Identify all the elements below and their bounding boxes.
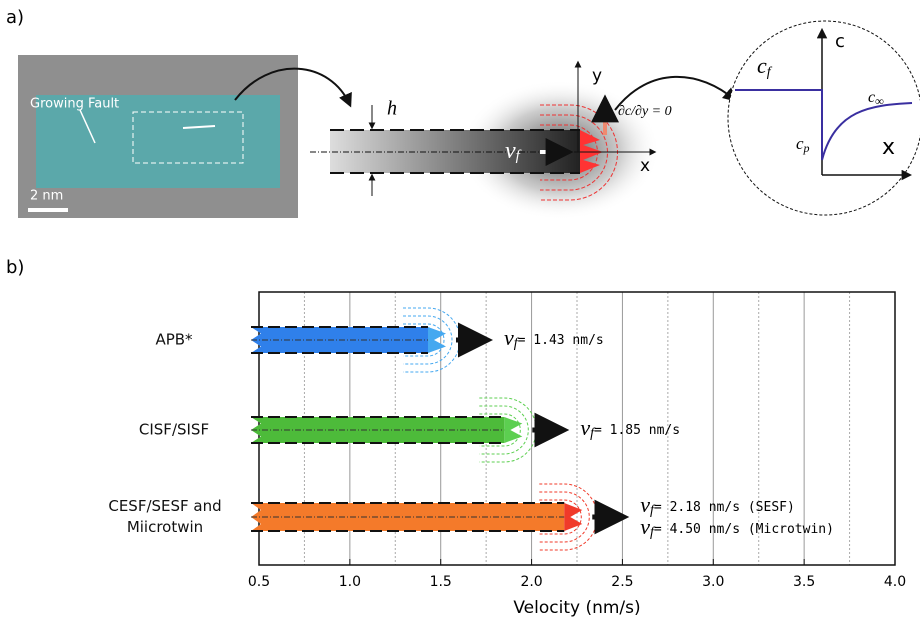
symbol: v [580,415,590,440]
annotation: vf= 4.50 nm/s (Microtwin) [640,514,834,540]
x-tick-label: 1.5 [430,574,452,590]
front [504,417,522,443]
value-text: = 2.18 nm/s (SESF) [654,500,795,515]
value-label: vf= 1.43 nm/s [504,325,604,351]
boundary-condition: ∂c/∂y = 0 [618,104,672,119]
value-label: vf= 2.18 nm/s (SESF) [640,492,795,518]
value-text: = 1.43 nm/s [518,333,604,348]
axis-label: y [592,66,602,86]
axis-label: x [640,156,650,176]
value-label: vf= 1.85 nm/s [580,415,680,441]
figure: a) Growing Fault 2 nm h vf y x ∂c/∂y = 0… [0,0,920,632]
annotation-text: = 4.50 nm/s (Microtwin) [654,522,834,537]
x-tick-label: 3.0 [702,574,724,590]
value-text: = 1.85 nm/s [594,423,680,438]
category-label: CISF/SISF [99,420,249,441]
scale-bar [28,208,68,212]
fault-label: Growing Fault [30,97,119,112]
symbol: v [640,514,650,539]
symbol: v [504,325,514,350]
category-label: APB* [99,330,249,351]
x-tick-label: 1.0 [339,574,361,590]
category-label: CESF/SESF and Miicrotwin [100,496,230,538]
inset-label: c [835,31,845,52]
thickness: h [387,98,397,120]
scale-label: 2 nm [30,189,63,204]
x-tick-label: 2.0 [520,574,542,590]
inset-label: x [882,135,895,160]
panel-label: a) [6,7,24,28]
x-tick-label: 3.5 [793,574,815,590]
x-tick-label: 0.5 [248,574,270,590]
inset [728,21,920,215]
front [564,503,582,531]
x-tick-label: 4.0 [884,574,906,590]
panel-label: b) [6,257,24,278]
front [428,327,446,353]
x-axis-label: Velocity (nm/s) [513,598,640,618]
x-tick-label: 2.5 [611,574,633,590]
